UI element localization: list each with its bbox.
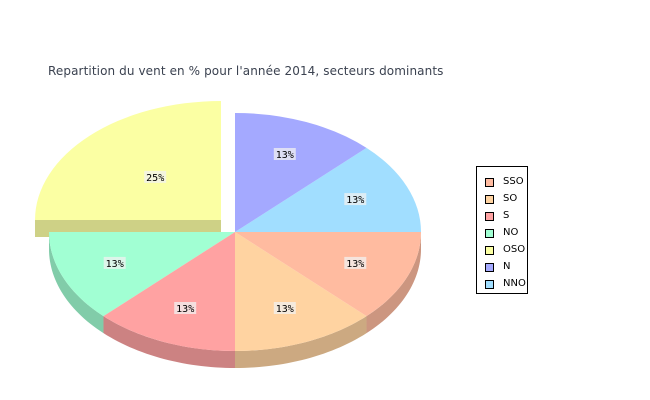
legend-label-sso: SSO	[503, 176, 524, 187]
legend-label-no: NO	[503, 227, 519, 238]
pie-label-bg-sso	[344, 256, 367, 269]
chart-legend: SSO SO S NO OSO N NNO	[476, 166, 528, 294]
legend-item-oso: OSO	[477, 242, 527, 259]
legend-item-no: NO	[477, 225, 527, 242]
pie-label-s: 13%	[176, 304, 194, 315]
pie-label-n: 13%	[276, 150, 294, 161]
legend-item-nno: NNO	[477, 276, 527, 293]
legend-label-n: N	[503, 261, 511, 272]
pie-label-no: 13%	[106, 259, 124, 270]
pie-slice-side-so	[235, 316, 367, 368]
pie-slice-so	[235, 232, 367, 352]
pie-slice-s	[103, 232, 235, 351]
legend-label-nno: NNO	[503, 278, 526, 289]
legend-swatch-s	[485, 212, 494, 221]
pie-slice-no	[49, 232, 235, 317]
legend-swatch-nno	[485, 280, 494, 289]
pie-label-bg-s	[174, 302, 197, 314]
pie-label-nno: 13%	[346, 195, 364, 206]
legend-label-oso: OSO	[503, 244, 526, 255]
pie-label-bg-so	[273, 302, 296, 314]
legend-item-n: N	[477, 259, 527, 276]
pie-slice-sso	[235, 232, 421, 317]
pie-label-bg-no	[103, 256, 126, 269]
legend-swatch-so	[485, 195, 494, 204]
legend-swatch-no	[485, 229, 494, 238]
pie-slice-side-no	[49, 232, 104, 334]
legend-swatch-oso	[485, 246, 494, 255]
pie-slice-n	[235, 112, 367, 232]
legend-item-s: S	[477, 208, 527, 225]
pie-slice-side-sso	[366, 232, 421, 334]
pie-slice-oso	[35, 101, 221, 220]
legend-swatch-n	[485, 263, 494, 272]
pie-slice-nno	[235, 147, 421, 232]
legend-item-so: SO	[477, 191, 527, 208]
pie-label-oso: 25%	[146, 173, 164, 184]
legend-swatch-sso	[485, 178, 494, 187]
legend-label-s: S	[503, 210, 510, 221]
pie-label-bg-nno	[344, 193, 367, 206]
legend-item-sso: SSO	[477, 174, 527, 191]
legend-label-so: SO	[503, 193, 518, 204]
pie-label-bg-oso	[144, 170, 167, 183]
chart-title: Repartition du vent en % pour l'année 20…	[48, 64, 444, 78]
pie-label-bg-n	[273, 148, 296, 160]
pie-slice-side-s	[103, 316, 235, 368]
pie-label-so: 13%	[276, 304, 294, 315]
pie-label-sso: 13%	[346, 259, 364, 270]
